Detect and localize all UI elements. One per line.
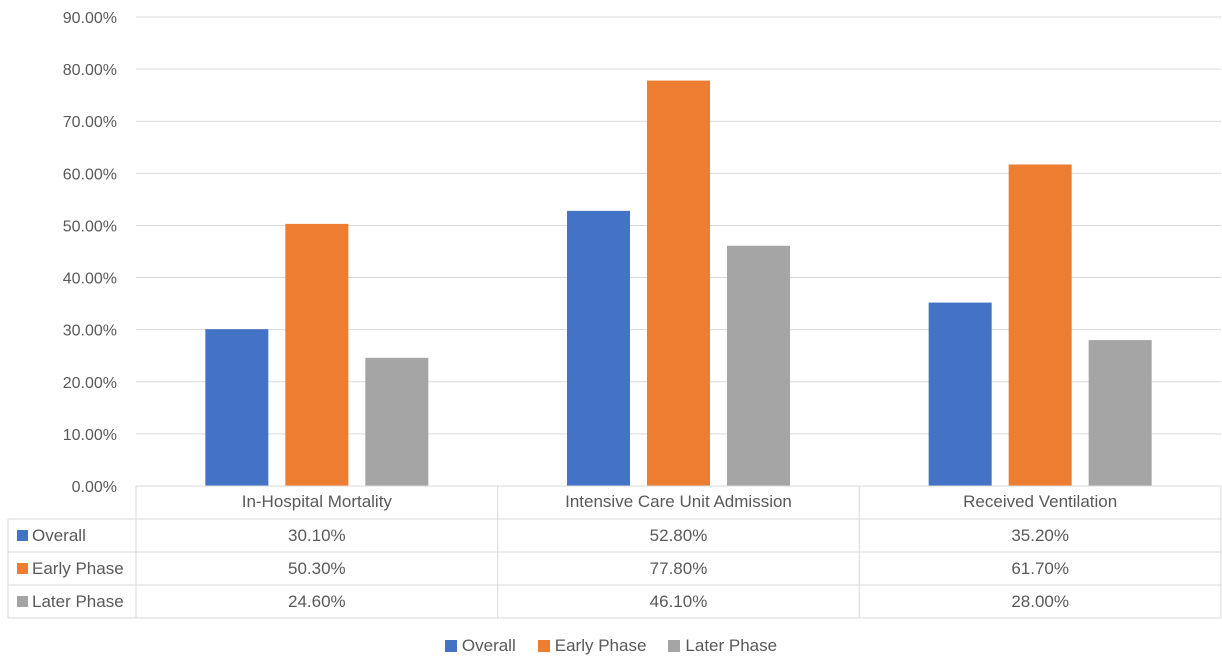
y-tick-label: 20.00% — [63, 375, 117, 392]
y-tick-label: 70.00% — [63, 114, 117, 131]
table-value: 28.00% — [1011, 592, 1069, 611]
table-value: 35.20% — [1011, 526, 1069, 545]
table-series-name: Overall — [32, 526, 86, 545]
table-legend-key — [17, 563, 28, 574]
y-tick-label: 40.00% — [63, 271, 117, 288]
legend-swatch — [537, 640, 550, 652]
x-category-label: In-Hospital Mortality — [242, 492, 393, 511]
y-tick-label: 10.00% — [63, 427, 117, 444]
legend-item: Early Phase — [537, 636, 647, 656]
legend-label: Later Phase — [685, 636, 778, 655]
legend-swatch — [444, 640, 457, 652]
table-value: 77.80% — [650, 559, 708, 578]
bar — [647, 80, 710, 486]
legend: Overall Early Phase Later Phase — [0, 636, 1222, 656]
x-category-label: Received Ventilation — [963, 492, 1117, 511]
table-value: 50.30% — [288, 559, 346, 578]
y-tick-label: 80.00% — [63, 62, 117, 79]
table-legend-key — [17, 530, 28, 541]
y-tick-label: 50.00% — [63, 218, 117, 235]
bar — [727, 245, 790, 486]
legend-item: Overall — [444, 636, 516, 656]
y-tick-label: 60.00% — [63, 166, 117, 183]
bar — [1088, 340, 1152, 486]
table-value: 30.10% — [288, 526, 346, 545]
table-value: 46.10% — [650, 592, 708, 611]
y-tick-label: 0.00% — [72, 479, 117, 496]
bar — [928, 302, 992, 486]
table-value: 61.70% — [1011, 559, 1069, 578]
bar — [1008, 164, 1072, 487]
table-legend-key — [17, 596, 28, 607]
legend-swatch — [668, 640, 681, 652]
x-category-label: Intensive Care Unit Admission — [565, 492, 792, 511]
table-value: 52.80% — [650, 526, 708, 545]
table-value: 24.60% — [288, 592, 346, 611]
y-tick-label: 90.00% — [63, 10, 117, 27]
table-series-name: Early Phase — [32, 559, 124, 578]
legend-item: Later Phase — [668, 636, 777, 656]
bar — [285, 223, 349, 486]
table-series-name: Later Phase — [32, 592, 124, 611]
bar — [365, 357, 429, 486]
bar — [205, 329, 269, 486]
y-tick-label: 30.00% — [63, 323, 117, 340]
legend-label: Overall — [461, 636, 516, 655]
legend-label: Early Phase — [554, 636, 647, 655]
bar — [567, 210, 630, 486]
